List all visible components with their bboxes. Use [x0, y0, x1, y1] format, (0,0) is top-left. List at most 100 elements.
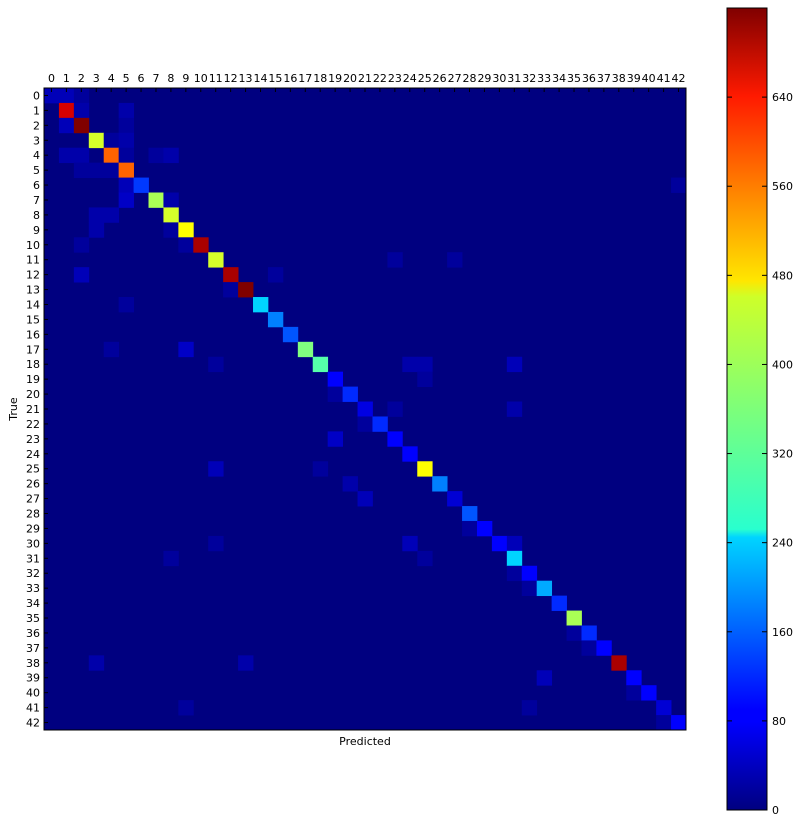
heatmap-cell-17-17	[297, 341, 314, 358]
y-tick-label: 40	[26, 687, 40, 700]
y-tick-label: 24	[26, 448, 40, 461]
x-tick-label: 13	[239, 72, 253, 85]
heatmap-cell-26-26	[432, 476, 448, 492]
y-tick-label: 36	[26, 627, 40, 640]
y-tick-label: 38	[26, 657, 40, 670]
heatmap-cell-10-2	[73, 237, 90, 253]
x-tick-label: 4	[108, 72, 115, 85]
y-tick-label: 26	[26, 478, 40, 491]
heatmap-cell-25-11	[208, 461, 224, 477]
x-tick-label: 6	[138, 72, 145, 85]
x-tick-label: 29	[477, 72, 491, 85]
heatmap-cell-5-5	[118, 162, 134, 178]
y-tick-label: 23	[26, 433, 40, 446]
y-tick-label: 12	[26, 269, 40, 282]
heatmap-cell-29-29	[476, 520, 493, 537]
colorbar-tick-label: 400	[772, 358, 793, 371]
x-tick-label: 7	[152, 72, 159, 85]
y-tick-label: 13	[26, 284, 40, 297]
x-tick-label: 0	[48, 72, 55, 85]
y-tick-label: 27	[26, 493, 40, 506]
heatmap-cell-27-27	[447, 491, 463, 507]
heatmap-cell-9-3	[88, 222, 105, 238]
y-tick-label: 35	[26, 612, 40, 625]
heatmap-cell-9-9	[178, 222, 194, 238]
heatmap-cell-3-5	[118, 132, 134, 149]
heatmap-cell-38-3	[88, 655, 105, 671]
heatmap-cell-1-2	[73, 102, 90, 119]
heatmap-cell-2-2	[73, 117, 90, 134]
colorbar-gradient	[726, 7, 768, 811]
x-tick-label: 12	[224, 72, 238, 85]
heatmap-cell-22-21	[357, 416, 373, 432]
y-tick-label: 25	[26, 463, 40, 476]
heatmap-cell-11-11	[208, 252, 224, 268]
y-tick-label: 22	[26, 418, 40, 431]
x-tick-label: 26	[433, 72, 447, 85]
heatmap-cell-8-8	[163, 207, 179, 223]
heatmap-cell-4-8	[163, 147, 179, 164]
heatmap-cell-11-27	[447, 252, 463, 268]
heatmap-cell-5-4	[103, 162, 120, 178]
y-tick-label: 33	[26, 582, 40, 595]
colorbar-tick-label: 160	[772, 626, 793, 639]
y-tick-label: 17	[26, 343, 40, 356]
x-tick-label: 38	[612, 72, 626, 85]
heatmap-cell-18-25	[417, 356, 433, 373]
x-tick-label: 37	[597, 72, 611, 85]
heatmap-cell-4-1	[58, 147, 75, 164]
heatmap-cell-27-21	[357, 491, 373, 507]
heatmap-cell-7-7	[148, 192, 164, 208]
heatmap-cell-33-32	[521, 580, 538, 597]
y-tick-label: 16	[26, 328, 40, 341]
heatmap-cell-32-31	[506, 565, 523, 582]
y-tick-label: 15	[26, 313, 40, 326]
heatmap-cell-31-31	[506, 550, 523, 567]
heatmap-cell-30-30	[491, 535, 508, 552]
y-tick-label: 18	[26, 358, 40, 371]
heatmap-cell-15-15	[267, 311, 284, 328]
heatmap-cell-38-38	[611, 655, 627, 671]
heatmap-cell-41-9	[178, 700, 194, 716]
y-tick-label: 42	[26, 717, 40, 730]
heatmap-cell-18-18	[312, 356, 329, 373]
x-tick-label: 19	[328, 72, 342, 85]
x-tick-label: 1	[63, 72, 70, 85]
x-tick-label: 2	[78, 72, 85, 85]
heatmap-cell-3-3	[88, 132, 105, 149]
heatmap-cell-0-0	[44, 88, 60, 104]
x-tick-label: 39	[627, 72, 641, 85]
y-tick-label: 34	[26, 597, 40, 610]
colorbar: 0 80 160 240 320 400 480 560 640	[726, 7, 793, 817]
heatmap-cell-9-8	[163, 222, 179, 238]
heatmap-cell-41-32	[521, 700, 538, 716]
heatmap-cell-7-8	[163, 192, 179, 208]
heatmap-cell-13-12	[223, 282, 239, 298]
heatmap-cell-8-3	[88, 207, 105, 223]
heatmap-cell-4-2	[73, 147, 90, 164]
heatmap-cell-20-20	[342, 386, 358, 402]
y-tick-label: 39	[26, 672, 40, 685]
x-tick-label: 42	[672, 72, 686, 85]
heatmap-cell-18-31	[506, 356, 523, 373]
heatmap-cell-13-13	[238, 282, 254, 298]
heatmap-cell-22-22	[372, 416, 388, 432]
heatmap-cell-10-9	[178, 237, 194, 253]
x-tick-label: 9	[182, 72, 189, 85]
x-tick-label: 8	[167, 72, 174, 85]
heatmap-cell-30-11	[208, 535, 224, 552]
colorbar-tick-label: 320	[772, 448, 793, 461]
y-tick-label: 7	[33, 194, 40, 207]
y-tick-label: 28	[26, 508, 40, 521]
colorbar-tick-label: 80	[772, 715, 786, 728]
x-tick-label: 18	[313, 72, 327, 85]
heatmap-cell-12-2	[73, 267, 90, 283]
heatmap-cell-6-6	[133, 177, 149, 193]
heatmap-cell-41-41	[656, 700, 672, 716]
heatmap-cell-21-21	[357, 401, 373, 417]
y-tick-label: 0	[33, 89, 40, 102]
heatmap-cell-36-35	[566, 625, 582, 641]
heatmap-cell-42-42	[671, 715, 687, 731]
heatmap-cell-0-1	[58, 88, 75, 104]
